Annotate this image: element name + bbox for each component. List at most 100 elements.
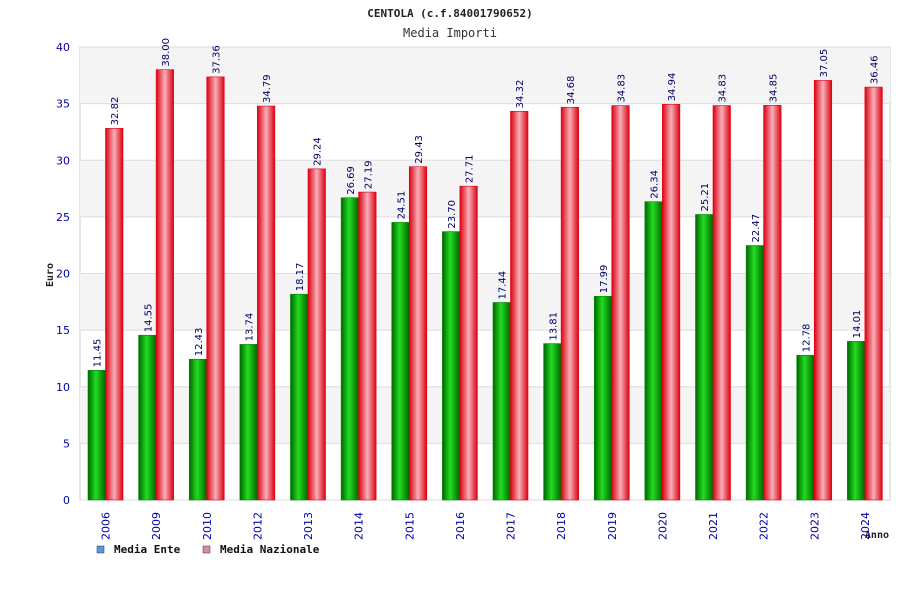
data-label: 38.00 [161,38,172,67]
bar-media-nazionale-2024 [864,86,883,501]
data-label: 36.46 [870,55,881,84]
data-label: 37.36 [212,45,223,74]
x-tick-label: 2012 [251,512,264,540]
x-tick-label: 2015 [403,512,416,540]
bar-media-ente-2023 [796,354,815,501]
data-label: 34.79 [262,74,273,103]
y-tick-label: 25 [56,211,70,224]
y-tick-label: 5 [63,437,70,450]
x-tick-label: 2022 [758,512,771,540]
bar-media-ente-2016 [442,231,461,501]
y-tick-label: 20 [56,268,70,281]
value-labels: 11.45 32.82 14.55 38.00 12.43 37.36 13.74 34.79… [93,38,881,367]
data-label: 17.44 [498,271,509,300]
legend-label-media-ente: Media Ente [114,543,181,556]
bar-media-ente-2013 [290,293,309,501]
y-axis-label: Euro [45,263,56,287]
x-axis-ticks: 2006 2009 2010 2012 2013 2014 2015 2016 2017 2018… [100,512,872,540]
y-tick-label: 35 [56,98,70,111]
legend-swatch-media-nazionale [202,545,211,554]
data-label: 34.85 [768,74,779,103]
bar-media-ente-2021 [695,214,714,501]
bar-media-nazionale-2022 [763,105,782,501]
x-tick-label: 2013 [302,512,315,540]
bar-media-nazionale-2017 [510,111,529,501]
data-label: 37.05 [819,49,830,78]
bar-media-nazionale-2006 [105,128,124,501]
data-label: 27.19 [363,160,374,189]
legend: Media Ente Media Nazionale [96,543,320,556]
x-tick-label: 2021 [707,512,720,540]
x-tick-label: 2016 [454,512,467,540]
data-label: 14.55 [143,304,154,333]
data-label: 17.99 [599,265,610,294]
data-label: 27.71 [465,155,476,184]
bar-media-ente-2017 [492,302,511,501]
bar-media-ente-2014 [340,197,359,501]
legend-swatch-media-ente [96,545,105,554]
y-axis-ticks: 0 5 10 15 20 25 30 35 40 [56,41,70,507]
x-tick-label: 2010 [201,512,214,540]
bar-media-nazionale-2015 [408,166,428,501]
bar-media-nazionale-2013 [307,168,326,501]
x-axis-label: Anno [865,530,889,541]
bar-media-ente-2010 [188,358,208,501]
bar-media-ente-2012 [239,344,258,501]
bar-media-nazionale-2021 [712,105,731,501]
y-tick-label: 0 [63,494,70,507]
data-label: 13.74 [245,313,256,342]
data-label: 34.94 [667,73,678,102]
bar-media-ente-2022 [745,245,764,501]
x-tick-label: 2023 [808,512,821,540]
data-label: 18.17 [295,263,306,292]
data-label: 25.21 [700,183,711,212]
x-tick-label: 2009 [150,512,163,540]
chart-subtitle: Media Importi [403,26,497,40]
data-label: 11.45 [93,339,104,368]
x-tick-label: 2024 [859,512,872,540]
x-tick-label: 2006 [100,512,113,540]
x-tick-label: 2018 [555,512,568,540]
data-label: 34.83 [718,74,729,103]
x-tick-label: 2019 [606,512,619,540]
bar-media-ente-2018 [543,343,562,501]
data-label: 32.82 [110,97,121,126]
data-label: 26.69 [346,166,357,195]
data-label: 34.68 [566,76,577,105]
x-tick-label: 2017 [505,512,518,540]
bars [87,69,883,501]
data-label: 12.78 [802,324,813,353]
bar-media-nazionale-2018 [560,106,579,501]
y-tick-label: 40 [56,41,70,54]
data-label: 13.81 [548,312,559,341]
bar-media-ente-2009 [138,334,157,501]
data-label: 14.01 [852,310,863,339]
y-tick-label: 10 [56,381,70,394]
bar-media-ente-2006 [87,370,106,501]
bar-media-nazionale-2012 [257,105,276,501]
data-label: 34.32 [515,80,526,109]
bar-media-ente-2020 [644,201,663,501]
bar-media-nazionale-2010 [206,76,225,501]
chart-title: CENTOLA (c.f.84001790652) [367,7,533,20]
bar-media-nazionale-2020 [662,104,681,501]
bar-media-nazionale-2016 [459,185,478,501]
data-label: 12.43 [194,328,205,357]
data-label: 34.83 [617,74,628,103]
data-label: 29.24 [313,137,324,166]
bar-media-nazionale-2014 [358,191,377,501]
bar-media-ente-2015 [391,222,410,501]
bar-media-nazionale-2023 [813,80,833,501]
y-tick-label: 30 [56,154,70,167]
data-label: 23.70 [447,200,458,229]
bar-media-ente-2019 [593,295,613,501]
x-tick-label: 2014 [353,512,366,540]
data-label: 29.43 [414,135,425,164]
legend-label-media-nazionale: Media Nazionale [220,543,320,556]
bar-media-nazionale-2009 [155,69,174,501]
y-tick-label: 15 [56,324,70,337]
x-tick-label: 2020 [656,512,669,540]
bar-media-ente-2024 [847,341,866,501]
data-label: 22.47 [751,214,762,243]
